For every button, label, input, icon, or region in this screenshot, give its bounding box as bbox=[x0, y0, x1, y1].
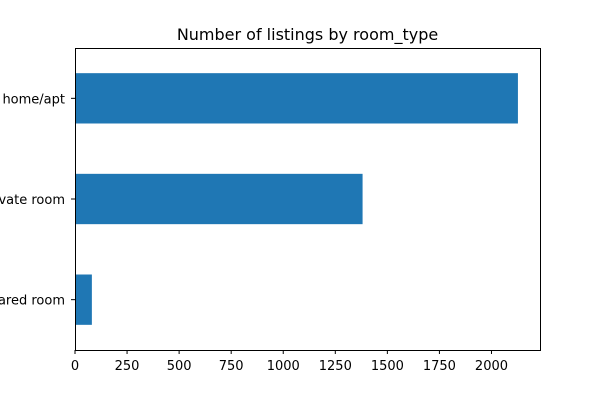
bar-0 bbox=[75, 73, 518, 124]
x-tick-label: 1500 bbox=[371, 359, 404, 374]
plot-area-frame bbox=[75, 48, 541, 351]
x-tick-label: 1000 bbox=[267, 359, 300, 374]
x-tick-label: 1250 bbox=[319, 359, 352, 374]
y-tick-label: Entire home/apt bbox=[0, 92, 65, 107]
x-tick-label: 0 bbox=[71, 359, 79, 374]
bars-layer bbox=[75, 73, 518, 325]
x-tick-label: 250 bbox=[115, 359, 140, 374]
y-tick-label: Private room bbox=[0, 193, 65, 208]
x-tick-label: 500 bbox=[167, 359, 192, 374]
x-tick-label: 1750 bbox=[423, 359, 456, 374]
bar-1 bbox=[75, 173, 363, 225]
y-tick-label: Shared room bbox=[0, 294, 65, 309]
chart-title: Number of listings by room_type bbox=[177, 25, 438, 45]
y-axis-ticks: Entire home/apt Private room Shared room bbox=[0, 92, 75, 309]
bar-2 bbox=[75, 274, 92, 325]
x-tick-label: 2000 bbox=[475, 359, 508, 374]
x-tick-label: 750 bbox=[219, 359, 244, 374]
